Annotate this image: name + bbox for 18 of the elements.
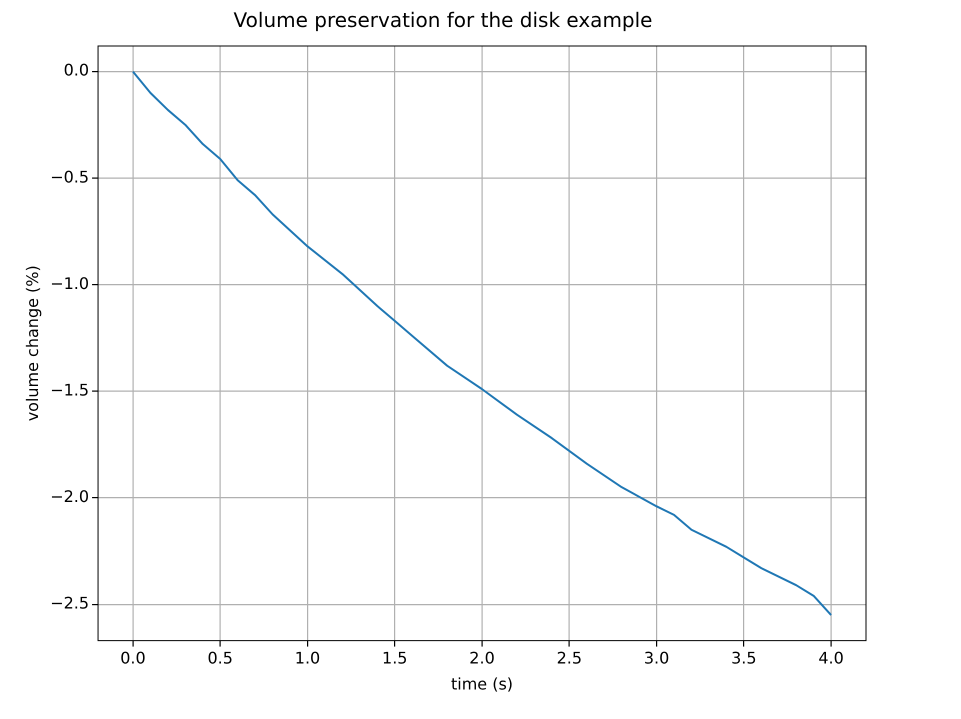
x-tick-label: 1.5	[382, 648, 408, 668]
x-tick-label: 1.0	[294, 648, 320, 668]
x-axis-title: time (s)	[450, 674, 514, 694]
y-tick-label: −1.5	[50, 380, 90, 400]
x-tick-label: 3.5	[731, 648, 757, 668]
x-tick-label: 0.0	[120, 648, 146, 668]
y-tick-label: −0.5	[50, 167, 90, 186]
y-tick-label: −2.0	[50, 486, 90, 506]
x-tick-label: 2.0	[469, 648, 495, 668]
x-tick-label: 0.5	[208, 648, 233, 668]
y-tick-label: −1.0	[50, 274, 90, 293]
y-axis-title: volume change (%)	[22, 265, 42, 422]
y-tick-label: −2.5	[50, 594, 90, 613]
chart-title: Volume preservation for the disk example	[234, 8, 652, 32]
y-tick-label: 0.0	[64, 60, 90, 80]
x-tick-label: 4.0	[818, 648, 844, 668]
x-tick-label: 3.0	[644, 648, 670, 668]
x-tick-label: 2.5	[556, 648, 582, 668]
